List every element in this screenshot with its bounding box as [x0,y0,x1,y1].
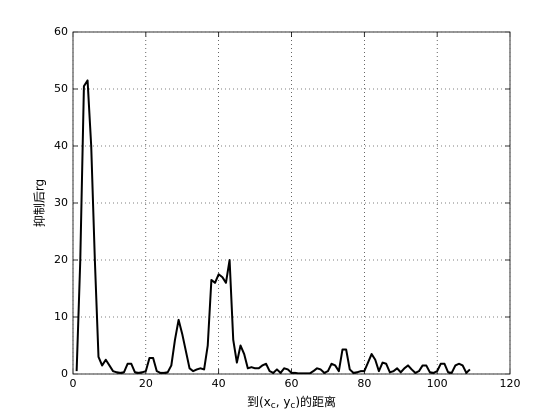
y-tick-label: 10 [54,310,68,323]
y-axis-label: 抑制后rg [32,179,47,227]
x-axis-label-part: )的距离 [295,394,336,409]
x-tick-label: 0 [70,377,77,390]
y-tick-label: 60 [54,25,68,38]
line-series [75,79,471,375]
y-tick-label: 40 [54,139,68,152]
x-tick-label: 100 [427,377,448,390]
x-axis-label-part: 到(x [247,395,271,409]
x-tick-label: 60 [285,377,299,390]
axes-frame [72,31,511,375]
x-axis-label: 到(xc, yc)的距离 [247,394,336,411]
x-tick-label: 120 [500,377,521,390]
y-tick-label: 30 [54,196,68,209]
x-tick-label: 40 [212,377,226,390]
x-tick-label: 20 [139,377,153,390]
y-tick-label: 50 [54,82,68,95]
x-axis-label-subscript: c [290,401,295,411]
x-axis-label-part: , y [276,395,291,409]
x-tick-label: 80 [357,377,371,390]
x-axis-label-subscript: c [271,401,276,411]
y-tick-label: 20 [54,253,68,266]
y-tick-label: 0 [61,367,68,380]
